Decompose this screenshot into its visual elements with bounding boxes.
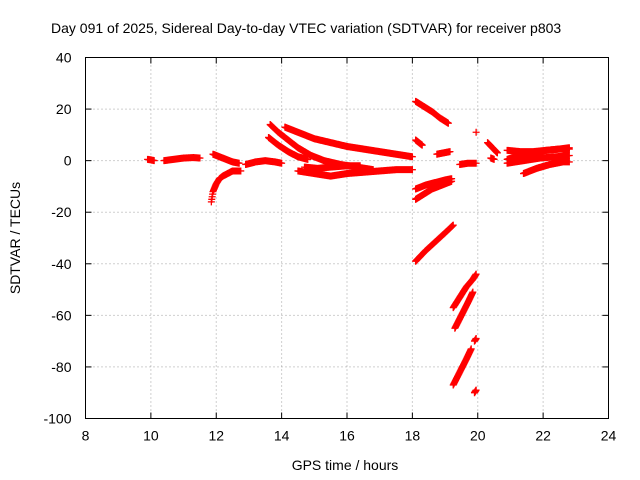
x-tick-label: 16 bbox=[339, 428, 355, 444]
data-point-markers bbox=[470, 335, 480, 345]
series-track-ab bbox=[520, 158, 573, 178]
x-tick-label: 18 bbox=[405, 428, 421, 444]
data-point-markers bbox=[281, 123, 416, 161]
series-track-h bbox=[281, 123, 416, 161]
data-point-markers bbox=[242, 157, 286, 169]
series-track-w bbox=[449, 345, 475, 389]
y-tick-label: 20 bbox=[56, 101, 72, 117]
data-point-markers bbox=[144, 155, 158, 165]
x-tick-label: 8 bbox=[82, 428, 90, 444]
y-tick-label: 40 bbox=[56, 50, 72, 66]
data-point-markers bbox=[412, 177, 456, 203]
x-tick-label: 12 bbox=[208, 428, 224, 444]
series-track-t bbox=[487, 154, 498, 163]
series-track-v bbox=[451, 288, 477, 332]
y-axis-ticks: -100 -80 -60 -40 -20 0 20 40 bbox=[43, 50, 609, 427]
y-tick-label: 0 bbox=[64, 153, 72, 169]
series-track-j bbox=[301, 162, 364, 172]
grid bbox=[85, 57, 609, 419]
data-point-markers bbox=[520, 158, 573, 178]
x-tick-label: 10 bbox=[143, 428, 159, 444]
series-track-d bbox=[207, 167, 245, 206]
data-point-markers bbox=[449, 345, 475, 389]
series-track-c bbox=[209, 150, 243, 167]
y-tick-label: -100 bbox=[43, 411, 71, 427]
x-tick-label: 14 bbox=[274, 428, 290, 444]
data-point-markers bbox=[503, 144, 573, 156]
x-tick-label: 24 bbox=[601, 428, 617, 444]
data-point-markers bbox=[449, 270, 480, 312]
data-point-markers bbox=[265, 133, 312, 163]
y-tick-label: -20 bbox=[51, 204, 71, 220]
x-tick-label: 22 bbox=[535, 428, 551, 444]
y-tick-label: -80 bbox=[51, 359, 71, 375]
y-tick-label: -40 bbox=[51, 256, 71, 272]
data-point-markers bbox=[294, 166, 416, 180]
x-axis-title: GPS time / hours bbox=[292, 457, 399, 473]
series-track-y bbox=[470, 386, 480, 397]
data-point-markers bbox=[412, 97, 452, 127]
series-track-l bbox=[412, 136, 426, 149]
series-track-s bbox=[484, 139, 501, 157]
x-tick-label: 20 bbox=[470, 428, 486, 444]
y-axis-title: SDTVAR / TECUs bbox=[7, 182, 23, 294]
series-track-aa bbox=[503, 144, 573, 156]
data-point-markers bbox=[160, 154, 204, 165]
series-track-g bbox=[265, 133, 312, 163]
data-point-markers bbox=[412, 221, 457, 265]
series-track-x bbox=[470, 335, 480, 345]
series-track-u bbox=[449, 270, 480, 312]
data-point-markers bbox=[484, 139, 501, 157]
data-point-markers bbox=[487, 154, 498, 163]
series-track-k bbox=[412, 97, 452, 127]
data-point-markers bbox=[472, 128, 480, 136]
series-track-e bbox=[242, 157, 286, 169]
series-track-i bbox=[294, 166, 416, 180]
series-track-o bbox=[412, 177, 456, 203]
series-track-q bbox=[456, 159, 480, 169]
series-track-m bbox=[433, 148, 454, 158]
data-point-markers bbox=[503, 151, 573, 167]
data-point-markers bbox=[456, 159, 480, 169]
data-point-markers bbox=[412, 136, 426, 149]
series-track-ac bbox=[503, 151, 573, 167]
data-point-markers bbox=[207, 167, 245, 206]
series-track-a bbox=[144, 155, 158, 165]
series-track-p bbox=[412, 221, 457, 265]
chart-title: Day 091 of 2025, Sidereal Day-to-day VTE… bbox=[51, 20, 561, 36]
series-track-r bbox=[472, 128, 480, 136]
x-axis-ticks: 8 10 12 14 16 18 20 22 24 bbox=[82, 57, 617, 444]
data-points bbox=[144, 97, 573, 397]
data-point-markers bbox=[451, 288, 477, 332]
data-point-markers bbox=[433, 148, 454, 158]
y-tick-label: -60 bbox=[51, 307, 71, 323]
series-track-b bbox=[160, 154, 204, 165]
data-point-markers bbox=[209, 150, 243, 167]
data-point-markers bbox=[301, 162, 364, 172]
data-point-markers bbox=[470, 386, 480, 397]
